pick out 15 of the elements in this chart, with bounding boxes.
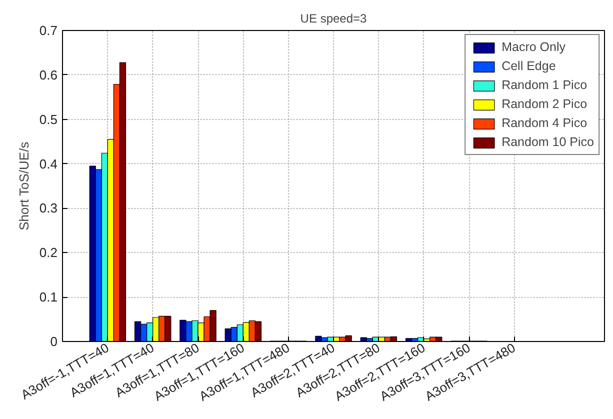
legend-label: Random 2 Pico: [502, 97, 588, 111]
legend-label: Random 4 Pico: [502, 116, 588, 130]
legend-label: Random 1 Pico: [502, 78, 588, 92]
chart-title: UE speed=3: [300, 12, 368, 26]
y-tick-label: 0.3: [39, 200, 58, 216]
y-axis-title: Short ToS/UE/s: [16, 141, 32, 230]
legend-label: Random 10 Pico: [502, 135, 594, 149]
y-tick-label: 0.7: [39, 23, 58, 38]
y-tick-label: 0.6: [39, 67, 58, 82]
y-tick-label: 0.5: [39, 112, 58, 127]
y-tick-label: 0.2: [39, 245, 58, 260]
y-tick-label: 0.4: [39, 156, 58, 172]
y-tick-label: 0.1: [39, 290, 58, 305]
legend-label: Macro Only: [502, 40, 566, 54]
legend-label: Cell Edge: [502, 59, 556, 73]
